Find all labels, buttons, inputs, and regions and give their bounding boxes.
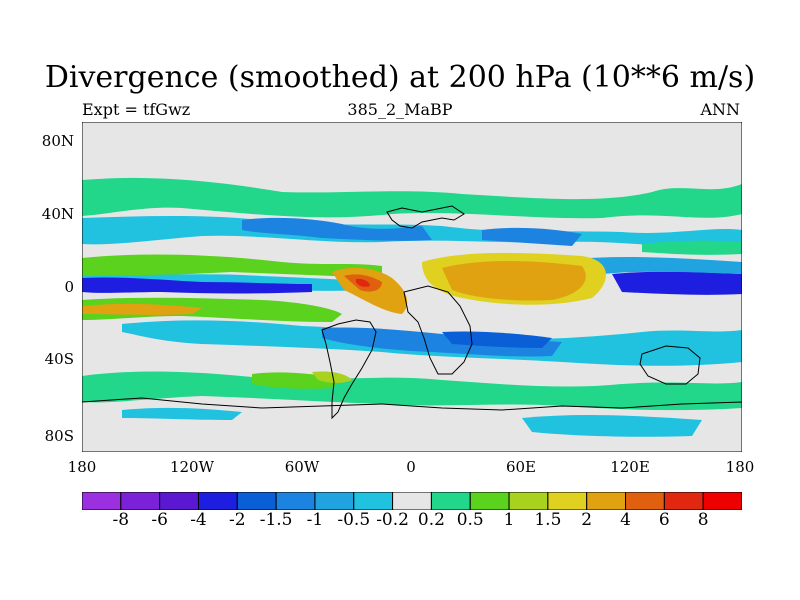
case-label: 385_2_MaBP: [347, 100, 453, 119]
contour-sh-south-cyan: [122, 407, 242, 420]
lon-label-60e: 60E: [505, 458, 537, 476]
colorbar: [82, 492, 742, 510]
colorbar-label: -0.2: [376, 510, 409, 530]
contour-sh-south-cyan-2: [522, 414, 702, 437]
colorbar-swatches: [82, 492, 742, 510]
colorbar-swatch: [236, 492, 277, 510]
colorbar-label: -0.5: [337, 510, 371, 530]
lon-label-120e: 120E: [610, 458, 650, 476]
contour-east-cyan-band: [562, 256, 742, 274]
outline-africa: [403, 285, 473, 375]
colorbar-swatch: [547, 492, 588, 510]
colorbar-swatch: [392, 492, 432, 510]
colorbar-swatch: [469, 492, 510, 510]
colorbar-swatch: [702, 492, 742, 510]
colorbar-swatch: [508, 492, 549, 510]
experiment-label: Expt = tfGwz: [82, 100, 191, 119]
colorbar-swatch: [353, 492, 394, 510]
colorbar-label: 0.5: [456, 510, 484, 530]
contour-east-green-band: [642, 240, 742, 255]
contour-sh-green-belt: [82, 371, 742, 411]
lon-label-0: 0: [406, 458, 416, 476]
lon-label-120w: 120W: [169, 458, 215, 476]
contour-nh-blue-core: [242, 217, 432, 241]
contour-nh-blue-core-2: [482, 227, 582, 246]
colorbar-swatch: [625, 492, 665, 510]
season-label: ANN: [700, 100, 740, 119]
colorbar-swatch: [159, 492, 199, 510]
outline-antarctica: [82, 397, 742, 452]
colorbar-label: 0.2: [417, 510, 445, 530]
lon-label-180e: 180: [725, 458, 755, 476]
colorbar-label: 6: [658, 510, 670, 530]
contour-sh-blue-core-2: [442, 331, 552, 348]
contour-sh-blue-core: [322, 327, 562, 357]
colorbar-swatch: [275, 492, 316, 510]
colorbar-label: -1: [306, 510, 324, 530]
lat-label-40s: 40S: [44, 350, 74, 368]
contour-nh-green-band: [82, 177, 742, 219]
contour-warm-core-east-2: [442, 261, 586, 301]
lat-label-80n: 80N: [41, 132, 74, 150]
colorbar-swatch: [586, 492, 627, 510]
divergence-map: [82, 122, 742, 452]
colorbar-label: 1: [503, 510, 515, 530]
colorbar-label: 4: [620, 510, 631, 530]
colorbar-label: 2: [581, 510, 593, 530]
outline-eurasia: [386, 205, 465, 229]
contour-pink-core: [356, 278, 370, 287]
colorbar-label: -1.5: [259, 510, 293, 530]
colorbar-label: 1.5: [534, 510, 562, 530]
colorbar-swatch: [120, 492, 161, 510]
continent-outlines: [82, 205, 742, 452]
contour-sh-green-band: [82, 297, 342, 322]
colorbar-swatch: [82, 492, 122, 510]
colorbar-label: -4: [190, 510, 207, 530]
colorbar-swatch: [430, 492, 471, 510]
colorbar-swatch: [197, 492, 238, 510]
contour-sh-orange-band: [82, 303, 202, 315]
lon-label-60w: 60W: [284, 458, 320, 476]
outline-south-america: [321, 319, 377, 420]
colorbar-label: -8: [112, 510, 130, 530]
lat-label-80s: 80S: [44, 427, 74, 445]
colorbar-label: -6: [151, 510, 168, 530]
contour-trop-green-band: [82, 254, 382, 278]
lat-label-40n: 40N: [41, 205, 74, 223]
colorbar-label: -2: [229, 510, 246, 530]
colorbar-swatch: [663, 492, 704, 510]
contour-trop-blue-band: [82, 277, 312, 294]
contour-east-blue-band: [612, 271, 742, 295]
colorbar-label: 8: [697, 510, 709, 530]
field-contours: [82, 177, 742, 437]
colorbar-swatch: [314, 492, 355, 510]
chart-title: Divergence (smoothed) at 200 hPa (10**6 …: [44, 60, 756, 95]
lat-label-eq: 0: [64, 278, 74, 296]
outline-australia: [639, 345, 701, 385]
lon-label-180w: 180: [67, 458, 97, 476]
contour-sh-lime-core: [312, 371, 352, 383]
